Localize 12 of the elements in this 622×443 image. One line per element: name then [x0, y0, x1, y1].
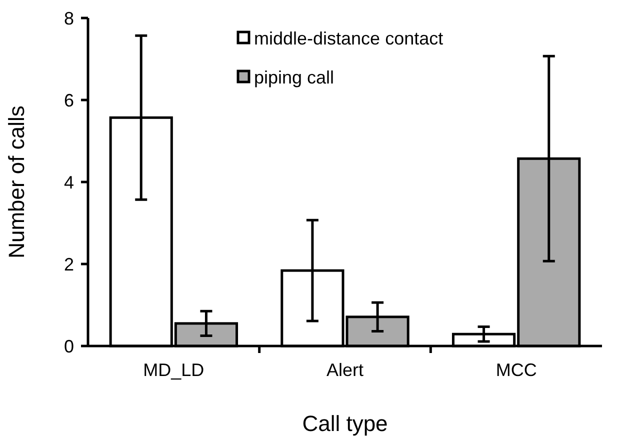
y-tick-label: 8: [64, 8, 74, 28]
legend-label: piping call: [254, 67, 334, 88]
y-axis-title: Number of calls: [4, 106, 29, 258]
x-tick-label: MCC: [496, 360, 537, 380]
x-tick-label: Alert: [326, 360, 364, 380]
x-axis-title: Call type: [302, 411, 388, 436]
x-tick-label: MD_LD: [143, 360, 204, 380]
y-tick-label: 6: [64, 90, 74, 110]
y-tick-label: 0: [64, 336, 74, 356]
y-tick-label: 2: [64, 254, 74, 274]
y-tick-label: 4: [64, 172, 74, 192]
legend-label: middle-distance contact: [254, 28, 444, 48]
